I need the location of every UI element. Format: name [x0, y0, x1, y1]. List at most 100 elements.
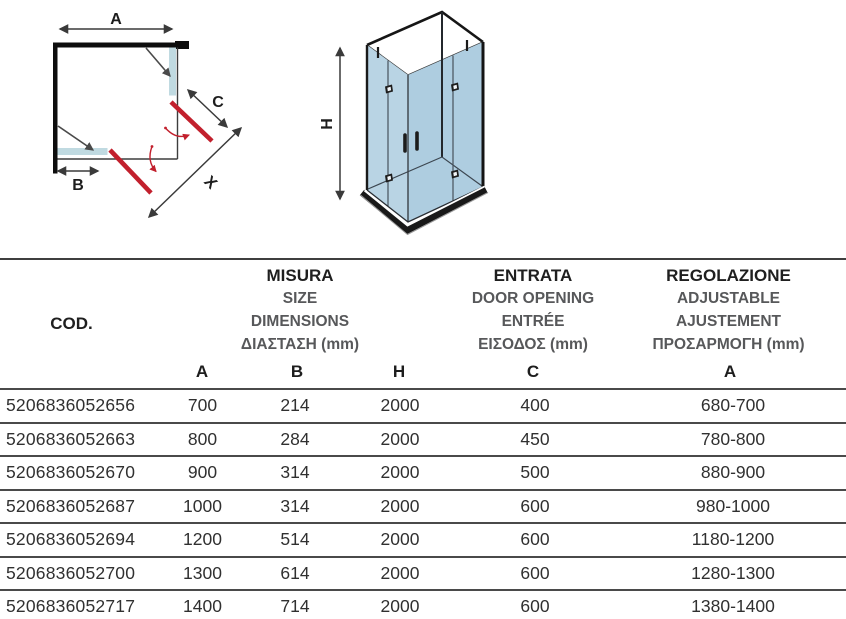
cod-cell: 5206836052656: [6, 395, 136, 416]
iso-top-opening: [367, 12, 483, 75]
header-line: ΕΙΣΟΔΟΣ (mm): [478, 336, 588, 353]
cod-cell: 5206836052670: [6, 462, 136, 483]
header-line: ADJUSTABLE: [676, 290, 781, 307]
table-row: 5206836052700 1300 614 2000 600 1280-130…: [0, 555, 846, 590]
value-cell-h: 2000: [380, 562, 420, 583]
value-cell-c: 600: [520, 562, 550, 583]
table-row: 5206836052694 1200 514 2000 600 1180-120…: [0, 522, 846, 556]
value-cell-adjust: 1280-1300: [691, 562, 775, 583]
value-cell-adjust: 680-700: [700, 395, 766, 416]
plan-panel-diagonal-left: [57, 125, 95, 151]
value-cell-h: 2000: [380, 596, 420, 617]
table-header: COD. MISURA SIZE DIMENSIONS ΔΙΑΣΤΑΣΗ (mm…: [0, 258, 846, 388]
value-cell-h: 2000: [380, 428, 420, 449]
plan-wall-end-profile: [175, 41, 189, 49]
value-cell-c: 600: [520, 529, 550, 550]
cod-cell: 5206836052687: [6, 495, 136, 516]
value-cell-a: 1200: [183, 529, 222, 550]
dimension-table: COD. MISURA SIZE DIMENSIONS ΔΙΑΣΤΑΣΗ (mm…: [0, 258, 846, 619]
value-cell-c: 450: [520, 428, 550, 449]
value-cell-adjust: 780-800: [700, 428, 766, 449]
value-cell-c: 600: [520, 495, 550, 516]
header-line: ΠΡΟΣΑΡΜΟΓΗ (mm): [652, 336, 805, 353]
cod-column-header: COD.: [50, 314, 93, 333]
value-cell-b: 314: [280, 495, 310, 516]
subcolumn-b: B: [290, 362, 304, 381]
dimension-c-label: C: [212, 94, 224, 111]
header-line: MISURA: [266, 266, 334, 285]
table-row: 5206836052663 800 284 2000 450 780-800: [0, 421, 846, 456]
value-cell-h: 2000: [380, 529, 420, 550]
hinge-icon: [451, 169, 459, 179]
value-cell-adjust: 980-1000: [696, 495, 770, 516]
table-row: 5206836052687 1000 314 2000 600 980-1000: [0, 488, 846, 523]
plan-glass-panel-bottom: [57, 148, 108, 155]
cod-cell: 5206836052694: [6, 529, 136, 550]
value-cell-h: 2000: [380, 462, 420, 483]
header-line: DIMENSIONS: [250, 313, 350, 330]
dimension-h-label: H: [319, 118, 336, 130]
iso-glass-door-right: [408, 42, 483, 222]
value-cell-h: 2000: [380, 395, 420, 416]
hinge-icon: [451, 82, 459, 92]
value-cell-a: 1300: [183, 562, 222, 583]
dimension-b-label: B: [72, 177, 84, 194]
header-line: AJUSTEMENT: [675, 313, 782, 330]
value-cell-c: 600: [520, 596, 550, 617]
table-body: 5206836052656 700 214 2000 400 680-700 5…: [0, 388, 846, 619]
value-cell-b: 314: [280, 462, 310, 483]
plan-panel-diagonal-right: [145, 47, 171, 78]
subcolumn-c: C: [526, 362, 540, 381]
header-line: REGOLAZIONE: [666, 266, 791, 285]
header-line: ENTRATA: [493, 266, 573, 285]
value-cell-b: 514: [280, 529, 310, 550]
header-line: ENTRÉE: [501, 313, 565, 330]
table-row: 5206836052717 1400 714 2000 600 1380-140…: [0, 589, 846, 619]
subcolumn-a: A: [195, 362, 209, 381]
header-line: DOOR OPENING: [471, 290, 595, 307]
table-row: 5206836052656 700 214 2000 400 680-700: [0, 388, 846, 422]
value-cell-adjust: 1380-1400: [691, 596, 775, 617]
dimension-x-arrow: [147, 126, 243, 219]
cod-cell: 5206836052663: [6, 428, 136, 449]
cod-cell: 5206836052700: [6, 562, 136, 583]
hinge-icon: [385, 84, 393, 94]
value-cell-b: 714: [280, 596, 310, 617]
subcolumn-a2: A: [723, 362, 737, 381]
value-cell-b: 614: [280, 562, 310, 583]
plan-left-wall: [53, 42, 58, 174]
dimension-c-arrow: [186, 88, 229, 129]
hinge-icon: [385, 173, 393, 183]
value-cell-a: 800: [187, 428, 218, 449]
iso-tray-shadow: [360, 192, 489, 236]
value-cell-h: 2000: [380, 495, 420, 516]
isometric-view-diagram: H: [319, 10, 489, 236]
value-cell-c: 400: [520, 395, 550, 416]
plan-glass-panel-right: [169, 47, 176, 96]
plan-top-wall: [53, 42, 188, 48]
cod-cell: 5206836052717: [6, 596, 136, 617]
iso-tray-highlight: [363, 185, 485, 227]
dimension-x-label: X: [200, 173, 220, 193]
value-cell-b: 284: [280, 428, 310, 449]
value-cell-a: 700: [187, 395, 218, 416]
table-row: 5206836052670 900 314 2000 500 880-900: [0, 455, 846, 489]
regolazione-column-header: REGOLAZIONE ADJUSTABLE AJUSTEMENT ΠΡΟΣΑΡ…: [616, 264, 841, 356]
value-cell-a: 1000: [183, 495, 222, 516]
misura-column-header: MISURA SIZE DIMENSIONS ΔΙΑΣΤΑΣΗ (mm): [170, 264, 430, 356]
plan-view-diagram: A C X: [53, 11, 243, 219]
subcolumn-row: A B H C A: [0, 356, 846, 388]
dimension-a-label: A: [110, 11, 122, 28]
plan-open-door-bottom: [108, 148, 153, 195]
iso-shower-tray: [359, 186, 488, 235]
value-cell-a: 900: [187, 462, 218, 483]
value-cell-b: 214: [280, 395, 310, 416]
entrata-column-header: ENTRATA DOOR OPENING ENTRÉE ΕΙΣΟΔΟΣ (mm): [433, 264, 633, 356]
value-cell-adjust: 1180-1200: [691, 529, 775, 550]
value-cell-a: 1400: [183, 596, 222, 617]
header-line: ΔΙΑΣΤΑΣΗ (mm): [240, 336, 360, 353]
technical-drawings: A C X: [53, 10, 489, 236]
subcolumn-h: H: [392, 362, 406, 381]
value-cell-c: 500: [520, 462, 550, 483]
